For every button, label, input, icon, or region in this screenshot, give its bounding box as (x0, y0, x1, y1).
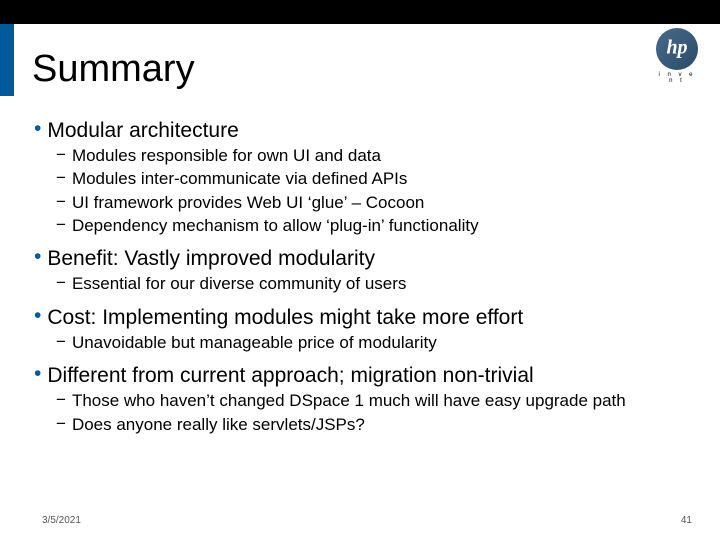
bullet-l2: −Modules responsible for own UI and data (56, 145, 690, 166)
bullet-group: • Different from current approach; migra… (34, 363, 690, 435)
dash-icon: − (56, 145, 66, 166)
bullet-l2-text: Unavoidable but manageable price of modu… (72, 332, 690, 353)
bullet-l2-text: UI framework provides Web UI ‘glue’ – Co… (72, 192, 690, 213)
bullet-l1: • Different from current approach; migra… (34, 363, 690, 388)
bullet-l1-text: Modular architecture (47, 118, 690, 143)
bullet-marker-icon: • (34, 246, 41, 271)
bullet-l1: • Cost: Implementing modules might take … (34, 305, 690, 330)
bullet-l2-text: Dependency mechanism to allow ‘plug-in’ … (72, 215, 690, 236)
side-accent-bar (0, 24, 14, 96)
dash-icon: − (56, 192, 66, 213)
bullet-l2: −Dependency mechanism to allow ‘plug-in’… (56, 215, 690, 236)
bullet-l2-text: Modules responsible for own UI and data (72, 145, 690, 166)
bullet-l1: • Modular architecture (34, 118, 690, 143)
bullet-l2-text: Essential for our diverse community of u… (72, 273, 690, 294)
bullet-group: • Benefit: Vastly improved modularity −E… (34, 246, 690, 294)
bullet-l1: • Benefit: Vastly improved modularity (34, 246, 690, 271)
bullet-l2: −Those who haven’t changed DSpace 1 much… (56, 390, 690, 411)
footer-page-number: 41 (681, 515, 692, 526)
bullet-marker-icon: • (34, 363, 41, 388)
bullet-l2: −Modules inter-communicate via defined A… (56, 168, 690, 189)
dash-icon: − (56, 390, 66, 411)
dash-icon: − (56, 273, 66, 294)
dash-icon: − (56, 168, 66, 189)
footer-date: 3/5/2021 (42, 515, 81, 526)
dash-icon: − (56, 414, 66, 435)
hp-logo: i n v e n t (654, 28, 700, 84)
bullet-l2: −Unavoidable but manageable price of mod… (56, 332, 690, 353)
slide: i n v e n t Summary • Modular architectu… (0, 0, 720, 540)
slide-title: Summary (32, 48, 195, 91)
hp-logo-text: i n v e n t (654, 72, 700, 84)
bullet-l2-text: Those who haven’t changed DSpace 1 much … (72, 390, 690, 411)
bullet-marker-icon: • (34, 305, 41, 330)
bullet-l2: −Essential for our diverse community of … (56, 273, 690, 294)
bullet-l2-text: Does anyone really like servlets/JSPs? (72, 414, 690, 435)
bullet-group: • Cost: Implementing modules might take … (34, 305, 690, 353)
bullet-l2-text: Modules inter-communicate via defined AP… (72, 168, 690, 189)
slide-content: • Modular architecture −Modules responsi… (34, 112, 690, 445)
bullet-l1-text: Cost: Implementing modules might take mo… (47, 305, 690, 330)
bullet-l2: −Does anyone really like servlets/JSPs? (56, 414, 690, 435)
bullet-group: • Modular architecture −Modules responsi… (34, 118, 690, 236)
top-bar (0, 0, 720, 24)
hp-logo-icon (656, 28, 698, 70)
dash-icon: − (56, 215, 66, 236)
bullet-l2: −UI framework provides Web UI ‘glue’ – C… (56, 192, 690, 213)
dash-icon: − (56, 332, 66, 353)
bullet-marker-icon: • (34, 118, 41, 143)
bullet-l1-text: Benefit: Vastly improved modularity (47, 246, 690, 271)
bullet-l1-text: Different from current approach; migrati… (47, 363, 690, 388)
